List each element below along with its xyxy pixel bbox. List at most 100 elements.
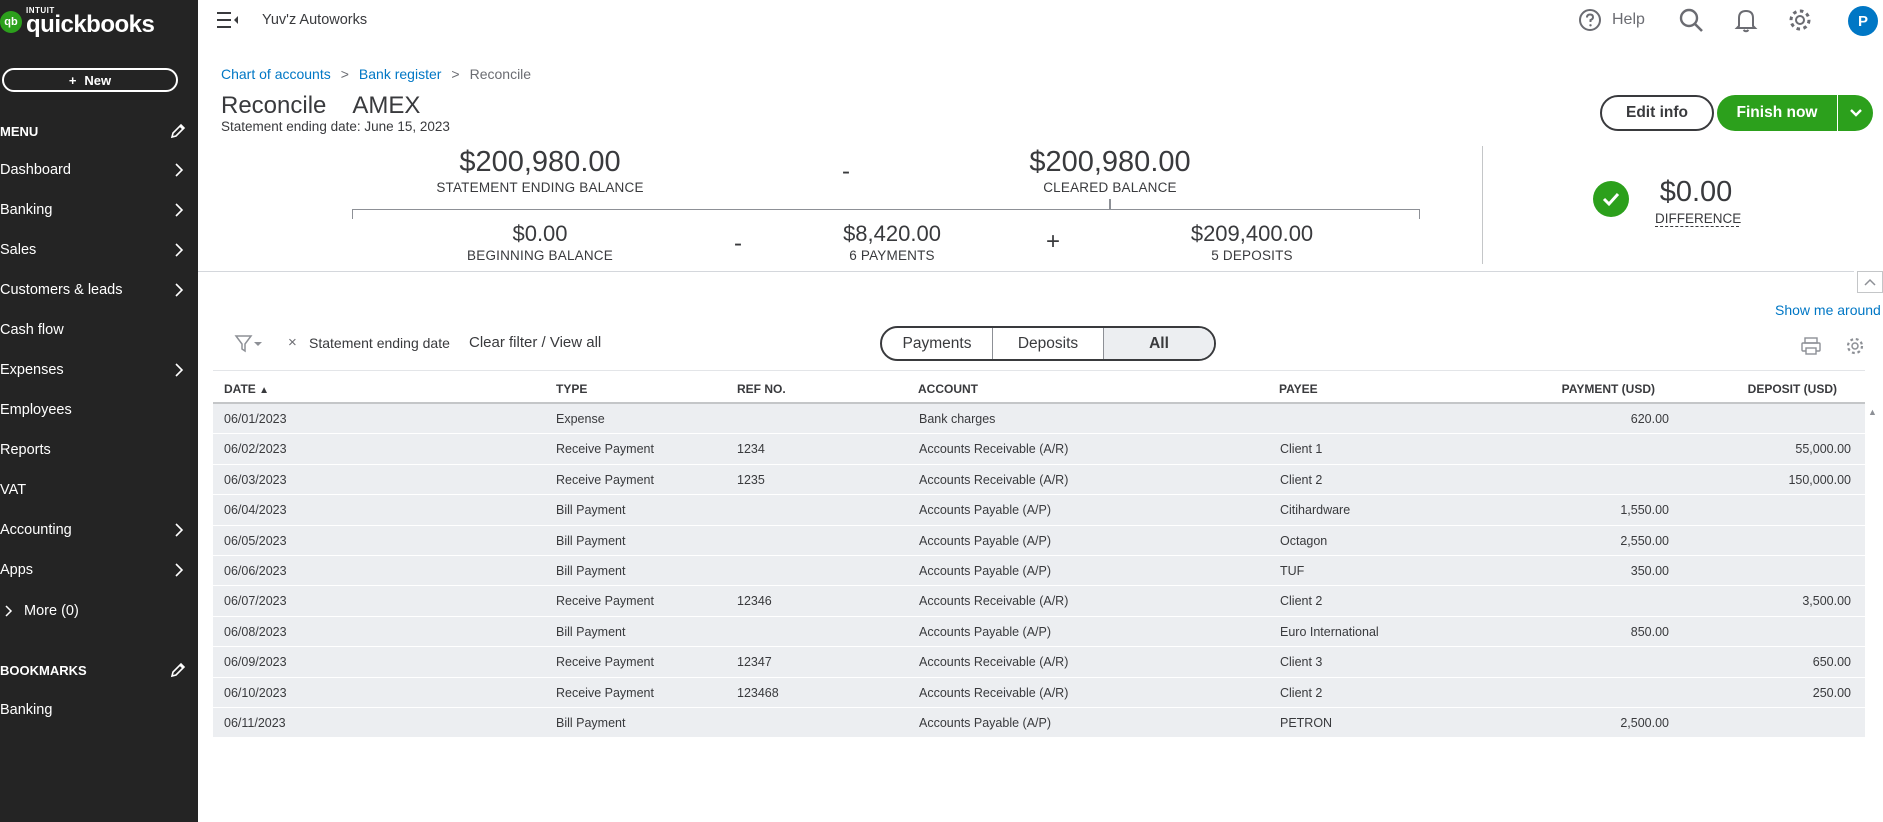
- column-payment[interactable]: PAYMENT (USD): [1561, 382, 1655, 396]
- new-button-label: New: [84, 72, 112, 88]
- bookmark-item-banking[interactable]: Banking: [0, 698, 198, 722]
- cell-type: Receive Payment: [556, 655, 654, 670]
- scrollbar-up-icon[interactable]: ▲: [1868, 407, 1877, 417]
- cell-date: 06/02/2023: [224, 442, 287, 457]
- cell-deposit: 650.00: [1812, 655, 1851, 670]
- sidebar-item-customers-leads[interactable]: Customers & leads: [0, 278, 198, 302]
- cell-payee: Client 3: [1280, 655, 1323, 670]
- table-row[interactable]: 06/01/2023 Expense Bank charges 620.00: [213, 404, 1865, 435]
- sidebar-item-label: Cash flow: [0, 322, 64, 338]
- more-label: More (0): [24, 603, 79, 619]
- breadcrumb-separator: >: [340, 66, 349, 82]
- chevron-right-icon: [175, 523, 184, 537]
- table-row[interactable]: 06/03/2023 Receive Payment 1235 Accounts Re…: [213, 464, 1865, 496]
- sidebar-more[interactable]: More (0): [4, 599, 79, 623]
- tab-all[interactable]: All: [1104, 328, 1214, 359]
- clear-filter-link[interactable]: Clear filter / View all: [469, 334, 602, 351]
- cell-date: 06/04/2023: [224, 503, 287, 518]
- statement-ending-date: Statement ending date: June 15, 2023: [221, 119, 450, 134]
- remove-filter-icon[interactable]: ×: [288, 334, 297, 351]
- pencil-icon[interactable]: [168, 660, 188, 680]
- new-button[interactable]: + New: [2, 68, 178, 92]
- table-row[interactable]: 06/11/2023 Bill Payment Accounts Payable (…: [213, 707, 1865, 739]
- difference-label[interactable]: DIFFERENCE: [1655, 211, 1742, 227]
- table-row[interactable]: 06/02/2023 Receive Payment 1234 Accounts Re…: [213, 434, 1865, 465]
- sidebar-item-employees[interactable]: Employees: [0, 398, 198, 422]
- table-row[interactable]: 06/07/2023 Receive Payment 12346 Accounts R…: [213, 586, 1865, 617]
- sort-ascending-icon: ▲: [259, 385, 270, 396]
- hamburger-menu-icon[interactable]: [216, 10, 240, 30]
- sidebar-item-label: Reports: [0, 442, 51, 458]
- sidebar-item-label: Banking: [0, 202, 53, 218]
- deposits-count-label: 5 DEPOSITS: [1211, 248, 1293, 263]
- cell-account: Accounts Payable (A/P): [919, 624, 1052, 639]
- cell-account: Accounts Receivable (A/R): [919, 685, 1069, 700]
- show-me-around-link[interactable]: Show me around: [1775, 302, 1881, 318]
- cell-date: 06/08/2023: [224, 624, 287, 639]
- sidebar: qb INTUIT quickbooks + New MENU Dashboar…: [0, 0, 198, 822]
- sidebar-item-dashboard[interactable]: Dashboard: [0, 158, 198, 182]
- table-row[interactable]: 06/09/2023 Receive Payment 12347 Accounts R…: [213, 647, 1865, 678]
- search-icon[interactable]: [1678, 7, 1704, 33]
- finish-dropdown-button[interactable]: [1838, 95, 1873, 131]
- cell-type: Bill Payment: [556, 624, 626, 639]
- column-date[interactable]: DATE ▲: [224, 382, 270, 396]
- breadcrumb-chart-of-accounts[interactable]: Chart of accounts: [221, 66, 331, 82]
- sidebar-item-reports[interactable]: Reports: [0, 438, 198, 462]
- print-icon[interactable]: [1800, 336, 1822, 356]
- collapse-summary-button[interactable]: [1857, 271, 1883, 293]
- sidebar-item-expenses[interactable]: Expenses: [0, 358, 198, 382]
- table-row[interactable]: 06/06/2023 Bill Payment Accounts Payable (…: [213, 555, 1865, 587]
- cell-type: Expense: [556, 412, 605, 426]
- filter-icon[interactable]: [234, 334, 264, 354]
- sidebar-item-sales[interactable]: Sales: [0, 238, 198, 262]
- sidebar-item-accounting[interactable]: Accounting: [0, 518, 198, 542]
- breadcrumb-bank-register[interactable]: Bank register: [358, 66, 442, 82]
- account-name: AMEX: [352, 92, 421, 119]
- quickbooks-logo[interactable]: qb INTUIT quickbooks: [0, 6, 155, 38]
- breadcrumb-current: Reconcile: [469, 66, 532, 82]
- cell-date: 06/03/2023: [224, 472, 287, 487]
- summary-bracket-tick: [1109, 199, 1111, 210]
- table-row[interactable]: 06/10/2023 Receive Payment 123468 Accounts …: [213, 677, 1865, 708]
- sidebar-item-banking[interactable]: Banking: [0, 198, 198, 222]
- transaction-type-toggle: Payments Deposits All: [880, 326, 1216, 361]
- cell-account: Accounts Payable (A/P): [919, 533, 1052, 548]
- table-row[interactable]: 06/04/2023 Bill Payment Accounts Payable (…: [213, 495, 1865, 526]
- edit-info-button[interactable]: Edit info: [1600, 95, 1714, 131]
- table-row[interactable]: 06/08/2023 Bill Payment Accounts Payable (…: [213, 616, 1865, 648]
- menu-label: MENU: [0, 123, 39, 139]
- column-payee[interactable]: PAYEE: [1279, 382, 1318, 396]
- company-name: Yuv'z Autoworks: [262, 12, 368, 28]
- cell-type: Receive Payment: [556, 442, 654, 457]
- column-type[interactable]: TYPE: [556, 382, 588, 396]
- cell-type: Bill Payment: [556, 563, 626, 578]
- chevron-right-icon: [175, 563, 184, 577]
- tab-deposits[interactable]: Deposits: [993, 328, 1104, 359]
- user-avatar[interactable]: P: [1848, 6, 1878, 36]
- cell-payment: 350.00: [1630, 563, 1669, 578]
- cell-account: Accounts Payable (A/P): [919, 715, 1052, 730]
- cell-deposit: 250.00: [1812, 685, 1851, 700]
- sidebar-item-apps[interactable]: Apps: [0, 558, 198, 582]
- sidebar-item-vat[interactable]: VAT: [0, 478, 198, 502]
- cell-payment: 850.00: [1630, 624, 1669, 639]
- sidebar-item-cash-flow[interactable]: Cash flow: [0, 318, 198, 342]
- chevron-right-icon: [175, 363, 184, 377]
- table-settings-gear-icon[interactable]: [1845, 336, 1865, 356]
- cell-date: 06/06/2023: [224, 563, 287, 578]
- table-row[interactable]: 06/05/2023 Bill Payment Accounts Payable (…: [213, 525, 1865, 556]
- sidebar-item-label: Customers & leads: [0, 282, 123, 298]
- column-ref-no[interactable]: REF NO.: [737, 382, 786, 396]
- bookmark-label: Banking: [0, 702, 53, 718]
- help-button[interactable]: Help: [1578, 8, 1645, 32]
- chevron-right-icon: [175, 283, 184, 297]
- bell-icon[interactable]: [1733, 7, 1759, 33]
- payments-count-label: 6 PAYMENTS: [849, 248, 935, 263]
- column-deposit[interactable]: DEPOSIT (USD): [1747, 382, 1837, 396]
- column-account[interactable]: ACCOUNT: [918, 382, 978, 396]
- gear-icon[interactable]: [1787, 7, 1813, 33]
- finish-now-button[interactable]: Finish now: [1717, 95, 1837, 131]
- tab-payments[interactable]: Payments: [882, 328, 993, 359]
- pencil-icon[interactable]: [168, 121, 188, 141]
